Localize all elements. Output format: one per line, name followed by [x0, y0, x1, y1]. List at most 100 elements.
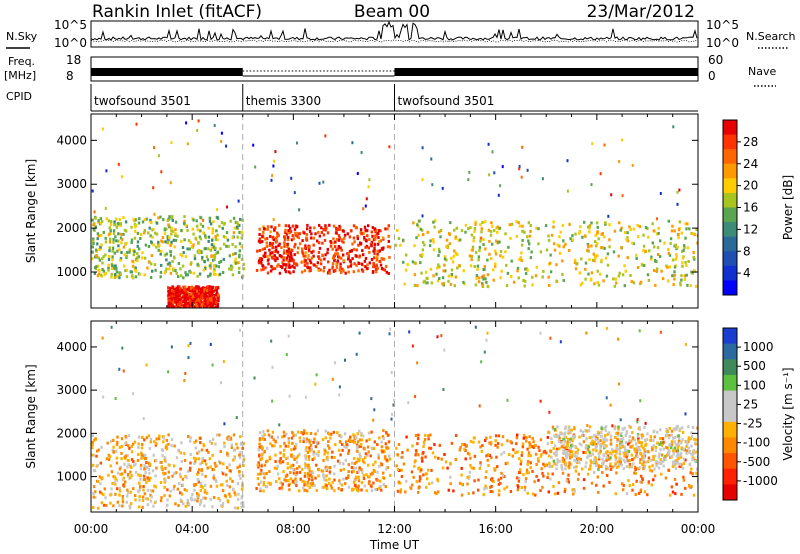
velocity-colorbar-tick-label: 25: [743, 397, 758, 411]
echo-cell: [603, 444, 606, 448]
echo-cell: [240, 441, 243, 445]
echo-cell: [212, 242, 215, 246]
echo-cell: [526, 268, 529, 272]
echo-cell: [176, 299, 179, 303]
echo-cell: [182, 292, 186, 296]
echo-cell: [588, 436, 591, 440]
echo-cell: [473, 479, 476, 483]
echo-cell: [149, 499, 153, 503]
echo-cell: [91, 453, 94, 457]
echo-cell: [265, 471, 268, 475]
echo-cell: [225, 244, 228, 248]
echo-cell: [210, 441, 213, 445]
echo-cell: [152, 186, 155, 190]
echo-cell: [338, 479, 341, 483]
echo-cell: [552, 485, 555, 488]
echo-cell: [192, 300, 195, 304]
echo-cell: [460, 442, 464, 446]
echo-cell: [556, 243, 560, 247]
echo-cell: [160, 249, 163, 253]
echo-cell: [564, 461, 567, 465]
echo-cell: [198, 272, 202, 276]
echo-cell: [97, 256, 100, 260]
echo-cell: [379, 229, 382, 233]
echo-cell: [354, 475, 358, 479]
echo-cell: [112, 232, 116, 236]
echo-cell: [682, 248, 685, 252]
echo-cell: [681, 426, 684, 430]
echo-cell: [652, 438, 655, 442]
echo-cell: [364, 238, 368, 242]
echo-cell: [549, 465, 552, 469]
echo-cell: [593, 458, 596, 462]
echo-cell: [279, 457, 282, 460]
echo-cell: [569, 237, 572, 241]
echo-cell: [521, 445, 524, 449]
echo-cell: [597, 452, 600, 456]
echo-cell: [417, 233, 420, 237]
echo-cell: [571, 444, 574, 448]
echo-cell: [173, 471, 176, 475]
echo-cell: [499, 254, 502, 258]
echo-cell: [489, 233, 493, 237]
echo-cell: [653, 245, 656, 249]
echo-cell: [634, 471, 637, 475]
echo-cell: [220, 221, 224, 225]
echo-cell: [145, 363, 148, 367]
echo-cell: [161, 240, 164, 244]
echo-cell: [216, 233, 219, 237]
echo-cell: [636, 434, 640, 438]
echo-cell: [147, 467, 151, 471]
echo-cell: [368, 480, 371, 484]
echo-cell: [670, 485, 673, 489]
echo-cell: [679, 455, 683, 459]
echo-cell: [510, 259, 513, 263]
echo-cell: [261, 454, 264, 458]
echo-cell: [590, 183, 593, 187]
echo-cell: [414, 449, 418, 453]
echo-cell: [341, 229, 345, 233]
echo-cell: [368, 475, 371, 479]
echo-cell: [650, 458, 653, 462]
echo-cell: [599, 446, 602, 450]
echo-cell: [146, 465, 149, 469]
echo-cell: [395, 446, 398, 450]
echo-cell: [334, 240, 337, 244]
echo-cell: [515, 476, 519, 480]
echo-cell: [136, 244, 139, 248]
echo-cell: [186, 469, 190, 473]
echo-cell: [160, 170, 163, 174]
echo-cell: [449, 475, 452, 479]
echo-cell: [125, 229, 128, 233]
echo-cell: [569, 450, 572, 454]
echo-cell: [149, 463, 152, 467]
echo-cell: [176, 234, 179, 238]
echo-cell: [101, 261, 104, 265]
echo-cell: [434, 491, 437, 495]
echo-cell: [100, 243, 103, 247]
echo-cell: [561, 459, 564, 463]
echo-cell: [286, 238, 290, 242]
echo-cell: [602, 438, 605, 442]
echo-cell: [382, 246, 385, 250]
echo-cell: [171, 285, 174, 289]
echo-cell: [357, 479, 361, 483]
echo-cell: [411, 483, 414, 487]
echo-cell: [93, 469, 97, 473]
echo-cell: [681, 431, 685, 434]
y-tick-label: 4000: [56, 340, 87, 354]
echo-cell: [667, 436, 671, 440]
echo-cell: [678, 436, 681, 440]
velocity-colorbar-tick-label: -100: [743, 436, 770, 450]
echo-cell: [271, 251, 274, 255]
echo-cell: [222, 472, 225, 476]
echo-cell: [203, 504, 206, 508]
echo-cell: [456, 252, 459, 256]
echo-cell: [608, 451, 612, 455]
echo-cell: [169, 250, 173, 254]
echo-cell: [472, 466, 475, 470]
echo-cell: [235, 225, 239, 229]
echo-cell: [119, 222, 122, 226]
echo-cell: [542, 462, 545, 466]
echo-cell: [271, 444, 274, 448]
